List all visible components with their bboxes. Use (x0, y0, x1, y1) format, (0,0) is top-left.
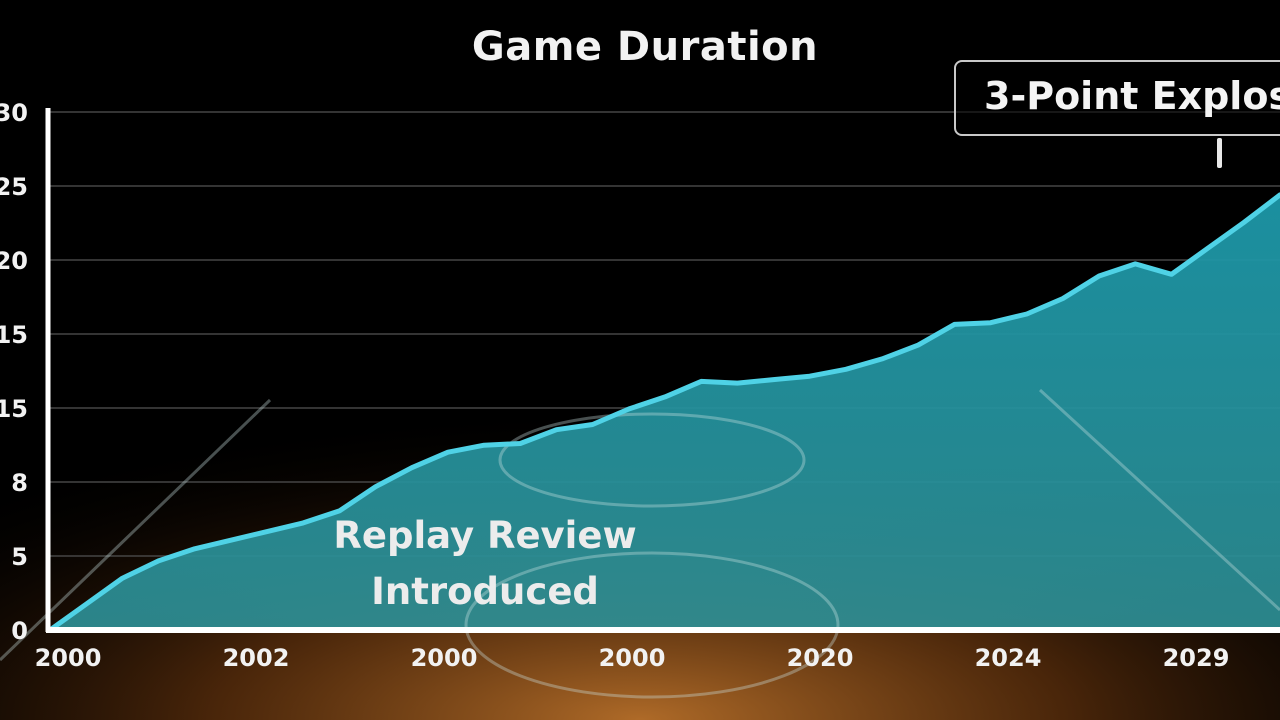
data-point (916, 343, 921, 348)
y-tick-label: 15 (0, 395, 28, 423)
x-tick-label: 2024 (975, 644, 1042, 672)
data-point (1169, 272, 1174, 277)
data-point (518, 441, 523, 446)
data-point (192, 546, 197, 551)
data-point (1205, 246, 1210, 251)
y-tick-label: 15 (0, 321, 28, 349)
x-tick-labels: 2000 2002 2000 2000 2020 2024 2029 (35, 644, 1230, 672)
data-point (1060, 296, 1065, 301)
data-point (626, 406, 631, 411)
y-tick-label: 8 (11, 469, 28, 497)
data-point (988, 320, 993, 325)
court-markings (0, 388, 1280, 699)
data-point (880, 356, 885, 361)
replay-review-annotation: Replay Review Introduced (333, 514, 637, 613)
data-point (699, 379, 704, 384)
data-point (228, 538, 233, 543)
y-tick-labels: 0 5 8 15 15 20 25 30 (0, 99, 28, 645)
court-key-circle (464, 551, 840, 699)
data-point (554, 427, 559, 432)
duration-line (47, 192, 1280, 633)
data-point (1024, 312, 1029, 317)
data-point (1241, 220, 1246, 225)
data-point (373, 484, 378, 489)
court-center-circle (498, 412, 806, 508)
data-point (1097, 274, 1102, 279)
data-point (735, 381, 740, 386)
data-point (771, 377, 776, 382)
x-tick-label: 2000 (35, 644, 102, 672)
y-tick-label: 0 (11, 617, 28, 645)
callout-box (954, 60, 1280, 136)
data-point (156, 558, 161, 563)
data-point (1133, 261, 1138, 266)
y-tick-label: 25 (0, 173, 28, 201)
callout-label: 3-Point Explosi (984, 74, 1280, 118)
x-tick-label: 2000 (599, 644, 666, 672)
y-tick-label: 20 (0, 247, 28, 275)
y-tick-label: 30 (0, 99, 28, 127)
y-tick-label: 5 (11, 543, 28, 571)
x-tick-label: 2029 (1163, 644, 1230, 672)
callout-pointer (1217, 138, 1222, 168)
chart-title: Game Duration (471, 24, 819, 70)
data-point (807, 374, 812, 379)
data-point (445, 450, 450, 455)
court-line-left (0, 398, 272, 662)
x-tick-label: 2002 (223, 644, 290, 672)
x-tick-label: 2020 (787, 644, 854, 672)
duration-area (50, 194, 1280, 630)
court-line-right (1038, 388, 1280, 612)
data-point (952, 322, 957, 327)
data-point (482, 443, 487, 448)
data-point (120, 576, 125, 581)
data-point (84, 602, 89, 607)
data-point (409, 465, 414, 470)
data-point (663, 394, 668, 399)
data-point (843, 367, 848, 372)
data-point (590, 422, 595, 427)
x-tick-label: 2000 (411, 644, 478, 672)
data-point (265, 529, 270, 534)
